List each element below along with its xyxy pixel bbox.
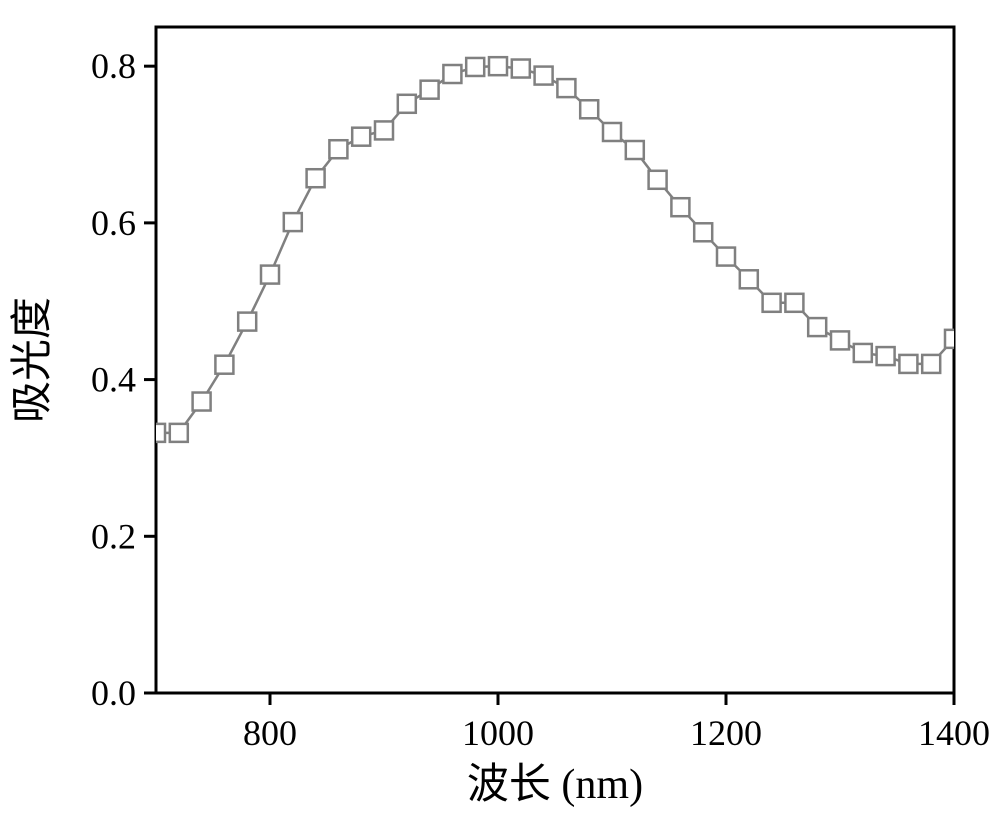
- data-marker: [352, 128, 370, 146]
- data-marker: [763, 294, 781, 312]
- data-marker: [375, 121, 393, 139]
- y-tick-label: 0.8: [91, 46, 136, 86]
- data-marker: [580, 100, 598, 118]
- data-marker: [329, 140, 347, 158]
- y-axis-label: 吸光度: [10, 297, 56, 423]
- x-tick-label: 800: [243, 713, 297, 753]
- data-marker: [854, 344, 872, 362]
- data-marker: [170, 424, 188, 442]
- x-tick-label: 1400: [918, 713, 990, 753]
- data-marker: [626, 141, 644, 159]
- data-marker: [649, 171, 667, 189]
- data-marker: [398, 95, 416, 113]
- y-tick-label: 0.4: [91, 360, 136, 400]
- data-marker: [261, 266, 279, 284]
- data-marker: [512, 60, 530, 78]
- data-marker: [717, 248, 735, 266]
- absorbance-chart: 800 1000 1200 1400 0.0 0.2 0.4 0.6 0.8 波长 (nm) 吸光度: [0, 0, 1000, 817]
- data-marker: [671, 198, 689, 216]
- data-marker: [808, 318, 826, 336]
- data-marker: [877, 347, 895, 365]
- data-marker: [215, 356, 233, 374]
- data-marker: [785, 294, 803, 312]
- x-tick-label: 1200: [690, 713, 762, 753]
- y-tick-label: 0.2: [91, 516, 136, 556]
- data-marker: [284, 213, 302, 231]
- data-marker: [740, 270, 758, 288]
- data-marker: [466, 58, 484, 76]
- data-marker: [193, 393, 211, 411]
- data-marker: [238, 313, 256, 331]
- data-marker: [603, 123, 621, 141]
- data-marker: [489, 57, 507, 75]
- data-marker: [831, 331, 849, 349]
- data-marker: [899, 355, 917, 373]
- data-marker: [557, 79, 575, 97]
- data-marker: [535, 67, 553, 85]
- y-tick-label: 0.6: [91, 203, 136, 243]
- y-tick-label: 0.0: [91, 673, 136, 713]
- data-marker: [694, 223, 712, 241]
- x-tick-label: 1000: [462, 713, 534, 753]
- x-axis-label: 波长 (nm): [467, 762, 643, 808]
- data-marker: [443, 65, 461, 83]
- data-marker: [421, 81, 439, 99]
- data-marker: [922, 355, 940, 373]
- chart-container: 800 1000 1200 1400 0.0 0.2 0.4 0.6 0.8 波长 (nm) 吸光度: [0, 0, 1000, 817]
- data-marker: [307, 169, 325, 187]
